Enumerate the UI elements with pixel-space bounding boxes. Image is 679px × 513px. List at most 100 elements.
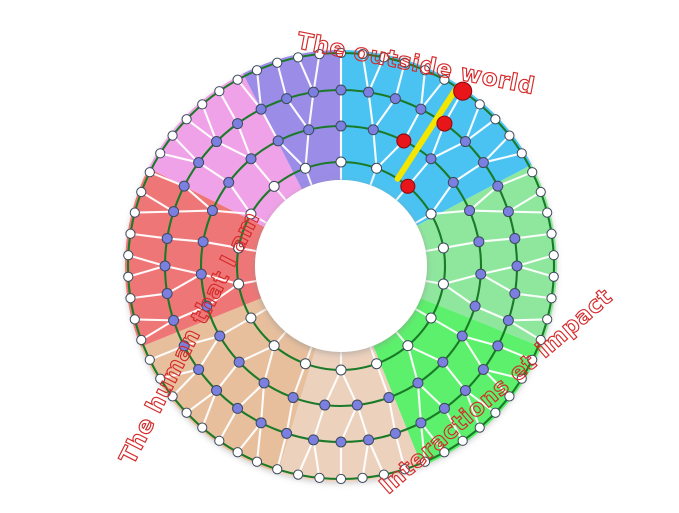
tree-node[interactable] (425, 208, 437, 220)
tree-node[interactable] (437, 278, 449, 290)
tree-node[interactable] (437, 242, 449, 254)
tree-node[interactable] (181, 407, 192, 418)
tree-node[interactable] (425, 153, 437, 165)
tree-node[interactable] (399, 57, 410, 68)
tree-node[interactable] (378, 52, 389, 63)
tree-node[interactable] (419, 65, 431, 76)
tree-node[interactable] (473, 236, 485, 248)
tree-node[interactable] (245, 208, 257, 220)
tree-node[interactable] (211, 136, 223, 148)
highlighted-node[interactable] (453, 81, 473, 101)
tree-node[interactable] (475, 268, 487, 280)
tree-node[interactable] (232, 74, 243, 85)
tree-node[interactable] (303, 124, 315, 136)
tree-node[interactable] (123, 271, 134, 282)
tree-node[interactable] (214, 86, 225, 97)
tree-node[interactable] (542, 207, 553, 218)
tree-node[interactable] (223, 176, 235, 188)
tree-node[interactable] (123, 250, 134, 261)
tree-node[interactable] (399, 464, 410, 475)
tree-node[interactable] (509, 232, 521, 244)
tree-node[interactable] (477, 363, 489, 375)
tree-node[interactable] (464, 205, 476, 217)
tree-node[interactable] (504, 391, 515, 402)
tree-node[interactable] (281, 93, 293, 105)
tree-node[interactable] (232, 447, 243, 458)
tree-node[interactable] (335, 120, 347, 132)
tree-node[interactable] (245, 312, 257, 324)
tree-node[interactable] (211, 384, 223, 396)
tree-node[interactable] (477, 157, 489, 169)
tree-node[interactable] (178, 180, 190, 192)
tree-node[interactable] (161, 232, 173, 244)
tree-node[interactable] (197, 99, 208, 110)
tree-node[interactable] (371, 162, 383, 174)
tree-node[interactable] (251, 456, 263, 467)
tree-node[interactable] (438, 402, 450, 414)
tree-node[interactable] (548, 250, 559, 261)
tree-node[interactable] (469, 300, 481, 312)
tree-node[interactable] (307, 86, 319, 98)
tree-node[interactable] (419, 456, 431, 467)
tree-node[interactable] (193, 157, 205, 169)
tree-node[interactable] (136, 334, 147, 346)
tree-node[interactable] (502, 206, 514, 218)
tree-node[interactable] (195, 268, 207, 280)
tree-node[interactable] (511, 260, 523, 272)
tree-node[interactable] (474, 99, 485, 110)
highlight-path-line[interactable] (394, 84, 461, 182)
tree-node[interactable] (437, 356, 449, 368)
tree-node[interactable] (425, 312, 437, 324)
tree-node[interactable] (335, 47, 347, 59)
tree-node[interactable] (363, 434, 375, 446)
tree-node[interactable] (232, 118, 244, 130)
tree-node[interactable] (535, 334, 546, 346)
tree-node[interactable] (136, 186, 147, 198)
tree-node[interactable] (233, 242, 245, 254)
tree-node[interactable] (233, 356, 245, 368)
tree-node[interactable] (125, 293, 136, 304)
tree-node[interactable] (439, 74, 450, 85)
tree-node[interactable] (129, 314, 140, 325)
blue-sector[interactable] (341, 50, 532, 226)
tree-node[interactable] (389, 427, 401, 439)
highlighted-node[interactable] (396, 133, 412, 149)
tree-node[interactable] (255, 417, 267, 429)
tree-node[interactable] (363, 86, 375, 98)
tree-node[interactable] (378, 469, 389, 480)
tree-node[interactable] (357, 472, 368, 484)
tree-node[interactable] (527, 354, 538, 365)
tree-node[interactable] (251, 65, 263, 76)
tree-node[interactable] (490, 114, 501, 125)
tree-node[interactable] (357, 48, 368, 60)
tree-node[interactable] (214, 330, 226, 342)
tree-node[interactable] (402, 340, 414, 352)
tree-node[interactable] (293, 469, 304, 480)
tree-node[interactable] (459, 136, 471, 148)
tree-node[interactable] (335, 436, 347, 448)
tree-node[interactable] (516, 373, 527, 384)
tree-node[interactable] (167, 130, 178, 141)
tree-node[interactable] (527, 167, 538, 178)
tree-node[interactable] (548, 271, 559, 282)
tree-node[interactable] (299, 162, 311, 174)
tree-node[interactable] (129, 207, 140, 218)
purple-sector[interactable] (242, 50, 341, 190)
tree-node[interactable] (447, 176, 459, 188)
tree-node[interactable] (367, 124, 379, 136)
tree-node[interactable] (178, 340, 190, 352)
tree-node[interactable] (268, 340, 280, 352)
tree-node[interactable] (415, 103, 427, 115)
tree-node[interactable] (168, 314, 180, 326)
tree-node[interactable] (245, 153, 257, 165)
tree-node[interactable] (125, 228, 136, 239)
tree-node[interactable] (293, 52, 304, 63)
tree-node[interactable] (144, 167, 155, 178)
tree-node[interactable] (287, 392, 299, 404)
tree-node[interactable] (535, 186, 546, 198)
tree-node[interactable] (281, 427, 293, 439)
tree-node[interactable] (167, 391, 178, 402)
tree-node[interactable] (214, 435, 225, 446)
tree-node[interactable] (268, 180, 280, 192)
highlighted-node[interactable] (400, 178, 416, 194)
